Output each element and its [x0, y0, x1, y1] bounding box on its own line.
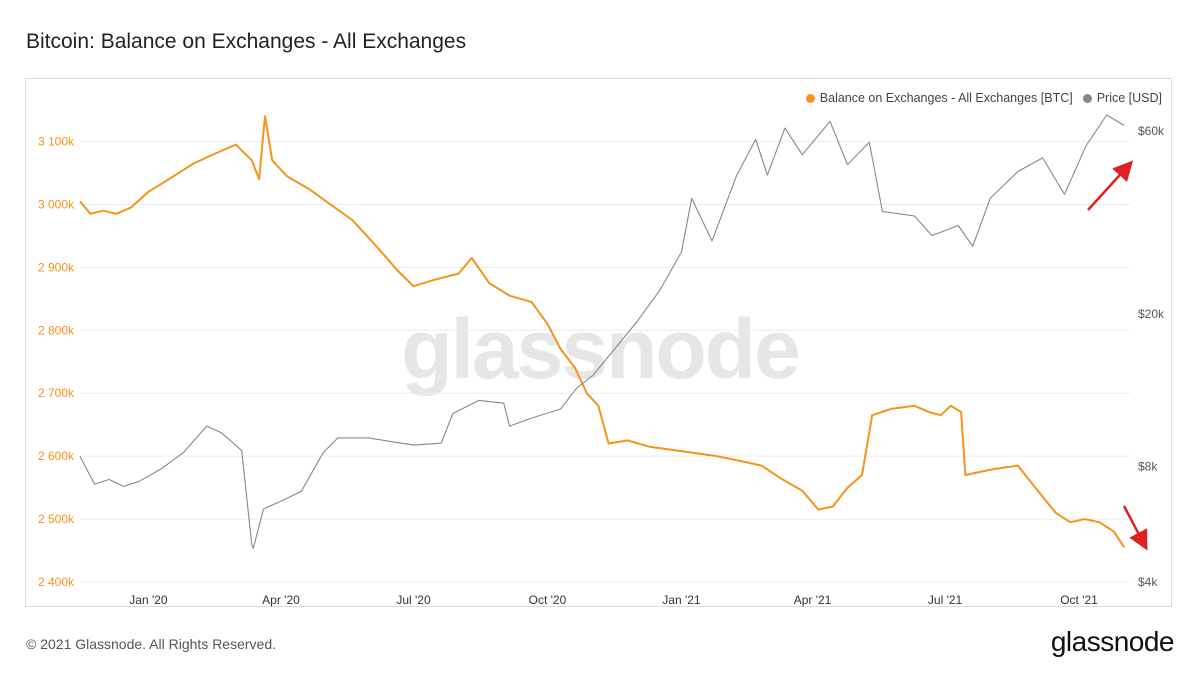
legend-item-balance[interactable]: Balance on Exchanges - All Exchanges [BT…	[805, 91, 1073, 105]
left-axis-tick-label: 2 400k	[38, 575, 75, 589]
legend-label-balance: Balance on Exchanges - All Exchanges [BT…	[819, 91, 1073, 105]
watermark-text: glassnode	[401, 302, 798, 396]
right-axis-tick-label: $20k	[1138, 307, 1165, 321]
left-axis-tick-label: 2 700k	[38, 386, 75, 400]
x-axis-tick-label: Apr '21	[794, 593, 832, 607]
copyright-footer: © 2021 Glassnode. All Rights Reserved.	[26, 636, 277, 652]
x-axis-tick-label: Apr '20	[262, 593, 300, 607]
left-axis-tick-label: 2 800k	[38, 323, 75, 337]
left-axis-tick-label: 2 600k	[38, 449, 75, 463]
right-axis-tick-label: $8k	[1138, 460, 1158, 474]
x-axis-tick-label: Oct '21	[1060, 593, 1098, 607]
chart-legend: Balance on Exchanges - All Exchanges [BT…	[805, 91, 1162, 105]
right-axis-tick-label: $60k	[1138, 124, 1165, 138]
x-axis-tick-label: Jul '20	[396, 593, 431, 607]
right-axis-tick-label: $4k	[1138, 575, 1158, 589]
left-axis-tick-label: 3 000k	[38, 197, 75, 211]
x-axis-tick-label: Oct '20	[529, 593, 567, 607]
x-axis-tick-label: Jan '20	[129, 593, 168, 607]
legend-label-price: Price [USD]	[1096, 91, 1162, 105]
left-axis-tick-label: 3 100k	[38, 134, 75, 148]
chart-frame	[25, 78, 1172, 607]
x-axis-tick-label: Jul '21	[928, 593, 963, 607]
legend-item-price[interactable]: Price [USD]	[1082, 91, 1162, 105]
chart-title: Bitcoin: Balance on Exchanges - All Exch…	[26, 30, 467, 53]
annotation-arrow-down	[1122, 505, 1148, 551]
left-axis-tick-label: 2 900k	[38, 260, 75, 274]
x-axis-tick-label: Jan '21	[662, 593, 701, 607]
left-axis-tick-label: 2 500k	[38, 512, 75, 526]
series-line-balance	[79, 115, 1126, 548]
legend-dot-price	[1082, 93, 1092, 103]
series-line-price	[79, 114, 1125, 549]
annotation-arrow-up	[1087, 160, 1134, 211]
brand-logo: glassnode	[1050, 626, 1175, 657]
legend-dot-balance	[805, 93, 815, 103]
